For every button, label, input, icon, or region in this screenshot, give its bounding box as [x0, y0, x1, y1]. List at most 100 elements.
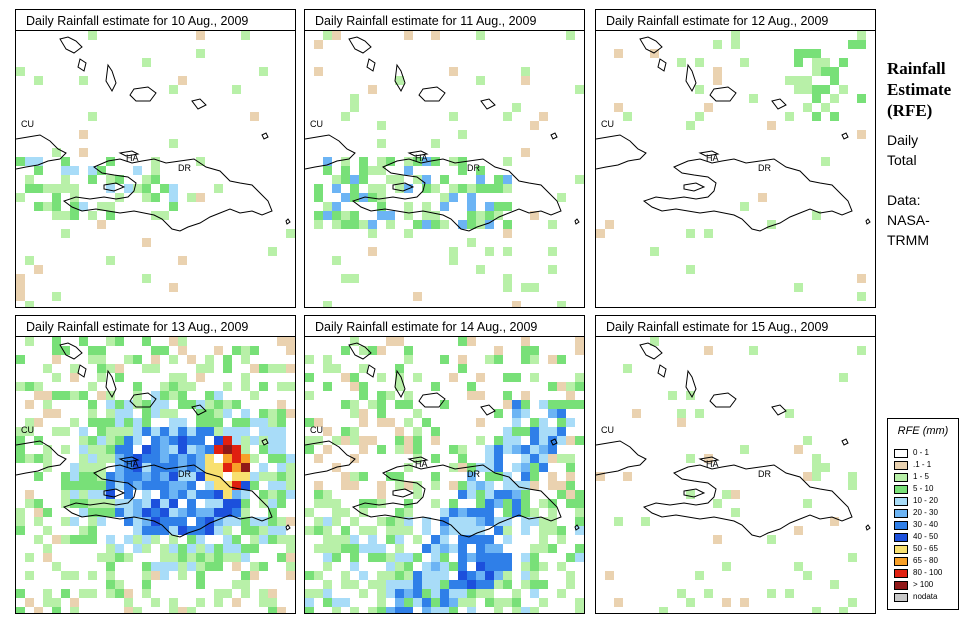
rainfall-cell — [142, 544, 151, 553]
rainfall-cell — [286, 337, 295, 346]
rainfall-cell — [350, 580, 359, 589]
rainfall-cell — [52, 211, 61, 220]
rainfall-cell — [494, 526, 503, 535]
rainfall-cell — [25, 400, 34, 409]
rainfall-cell — [857, 94, 866, 103]
rainfall-cell — [575, 607, 584, 613]
rainfall-cell — [43, 202, 52, 211]
rainfall-cell — [584, 526, 585, 535]
rainfall-cell — [377, 445, 386, 454]
rainfall-cell — [521, 409, 530, 418]
legend-swatch — [894, 569, 908, 578]
rainfall-cell — [467, 184, 476, 193]
rainfall-cell — [305, 418, 314, 427]
coastline — [596, 440, 647, 476]
rainfall-cell — [548, 526, 557, 535]
rainfall-cell — [286, 472, 295, 481]
coastline — [285, 218, 291, 225]
rainfall-cell — [305, 508, 314, 517]
rainfall-cell — [494, 454, 503, 463]
rainfall-cell — [241, 418, 250, 427]
rainfall-cell — [25, 571, 34, 580]
rainfall-cell — [431, 454, 440, 463]
rainfall-cell — [133, 400, 142, 409]
rainfall-cell — [178, 571, 187, 580]
rainfall-cell — [16, 67, 25, 76]
rainfall-cell — [323, 382, 332, 391]
rainfall-cell — [151, 364, 160, 373]
rainfall-cell — [43, 508, 52, 517]
rainfall-cell — [794, 526, 803, 535]
rainfall-cell — [196, 454, 205, 463]
rainfall-cell — [178, 463, 187, 472]
rainfall-cell — [268, 409, 277, 418]
rainfall-cell — [43, 526, 52, 535]
rainfall-cell — [449, 463, 458, 472]
rainfall-cell — [52, 607, 61, 613]
rainfall-cell — [530, 544, 539, 553]
rainfall-cell — [503, 526, 512, 535]
label-dominican-republic: DR — [467, 163, 480, 173]
coastline — [351, 464, 562, 538]
rainfall-cell — [16, 436, 25, 445]
rainfall-cell — [268, 472, 277, 481]
rainfall-cell — [223, 400, 232, 409]
rainfall-cell — [178, 526, 187, 535]
rainfall-cell — [178, 544, 187, 553]
rainfall-cell — [187, 193, 196, 202]
rainfall-cell — [106, 400, 115, 409]
rainfall-cell — [196, 553, 205, 562]
rainfall-cell — [16, 607, 25, 613]
rainfall-cell — [142, 193, 151, 202]
rainfall-cell — [70, 472, 79, 481]
rainfall-cell — [223, 355, 232, 364]
rainfall-cell — [323, 157, 332, 166]
rainfall-cell — [160, 409, 169, 418]
rainfall-cell — [43, 391, 52, 400]
rainfall-cell — [521, 445, 530, 454]
rainfall-cell — [677, 589, 686, 598]
rainfall-cell — [142, 481, 151, 490]
rainfall-cell — [803, 103, 812, 112]
rainfall-cell — [368, 553, 377, 562]
rainfall-cell — [160, 463, 169, 472]
rainfall-cell — [521, 472, 530, 481]
rainfall-cell — [142, 58, 151, 67]
rainfall-cell — [377, 166, 386, 175]
rainfall-cell — [160, 472, 169, 481]
rainfall-cell — [241, 382, 250, 391]
legend-label: 40 - 50 — [913, 532, 938, 541]
rainfall-cell — [413, 445, 422, 454]
rainfall-cell — [124, 490, 133, 499]
legend-swatch — [894, 593, 908, 602]
rainfall-cell — [241, 373, 250, 382]
rainfall-cell — [503, 580, 512, 589]
rainfall-cell — [232, 508, 241, 517]
rainfall-cell — [88, 409, 97, 418]
rainfall-cell — [151, 562, 160, 571]
rainfall-cell — [794, 562, 803, 571]
rainfall-cell — [25, 490, 34, 499]
rainfall-cell — [305, 445, 314, 454]
rainfall-cell — [25, 454, 34, 463]
rainfall-cell — [557, 481, 566, 490]
rainfall-cell — [187, 499, 196, 508]
rainfall-cell — [43, 409, 52, 418]
rainfall-cell — [485, 220, 494, 229]
rainfall-cell — [223, 409, 232, 418]
rainfall-cell — [395, 607, 404, 613]
rainfall-cell — [332, 202, 341, 211]
rainfall-cell — [503, 391, 512, 400]
rainfall-cell — [259, 598, 268, 607]
rainfall-cell — [350, 175, 359, 184]
rainfall-cell — [277, 553, 286, 562]
rainfall-cell — [151, 436, 160, 445]
rainfall-cell — [476, 571, 485, 580]
coastline — [865, 524, 871, 531]
rainfall-cell — [821, 157, 830, 166]
rainfall-cell — [241, 31, 250, 40]
rainfall-cell — [539, 562, 548, 571]
rainfall-cell — [449, 256, 458, 265]
rainfall-cell — [467, 337, 476, 346]
rainfall-cell — [314, 499, 323, 508]
